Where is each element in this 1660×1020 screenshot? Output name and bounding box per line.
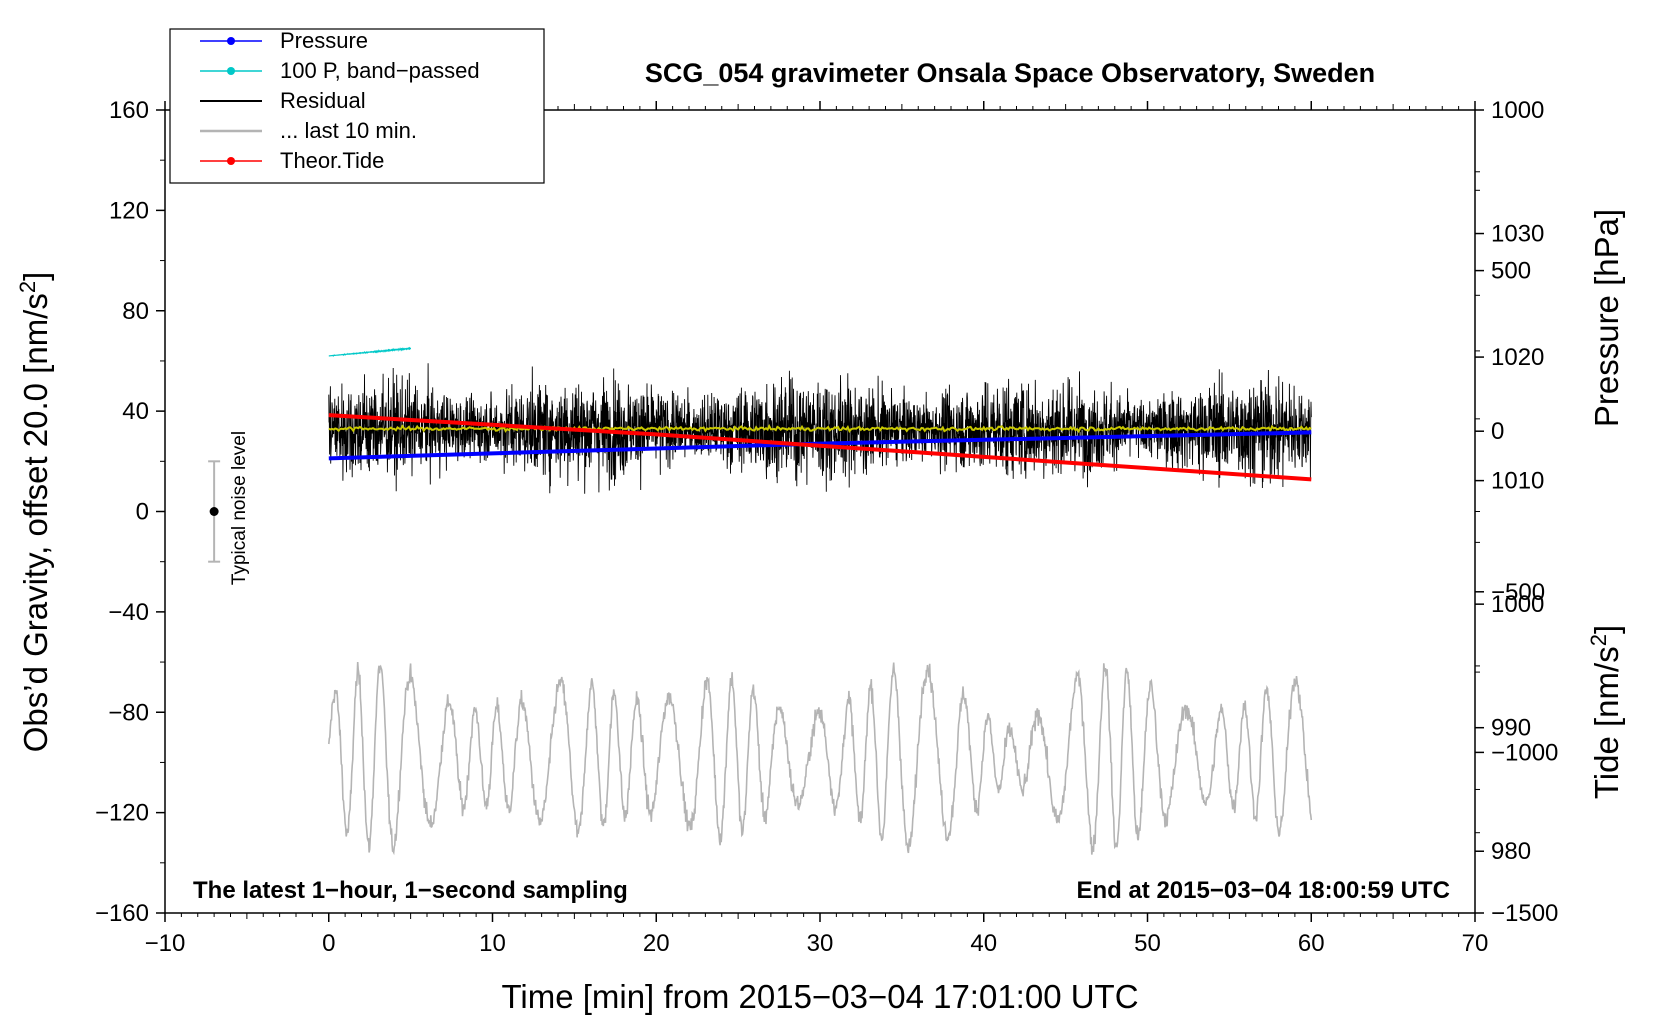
annotation-sampling: The latest 1−hour, 1−second sampling: [193, 877, 628, 904]
x-axis-title: Time [min] from 2015−03−04 17:01:00 UTC: [501, 978, 1138, 1015]
tide-tick-label-3: 0: [1491, 418, 1504, 445]
x-tick-label-2: 10: [479, 930, 506, 957]
x-tick-label-3: 20: [643, 930, 670, 957]
series-layer: [328, 346, 1313, 856]
chart-title: SCG_054 gravimeter Onsala Space Observat…: [645, 58, 1375, 88]
noise-level-indicator: [208, 460, 221, 563]
y-axis-title-pressure: Pressure [hPa]: [1588, 209, 1625, 427]
y-tick-label-0: −160: [95, 900, 149, 927]
series-theoretical-tide: [328, 413, 1312, 482]
legend-marker-4: [227, 157, 235, 165]
pressure-tick-label-1: 990: [1491, 715, 1531, 742]
legend-marker-1: [227, 67, 235, 75]
tide-tick-label-1: −1000: [1491, 739, 1558, 766]
x-tick-label-7: 60: [1298, 930, 1325, 957]
series-band-passed-pressure: [328, 346, 412, 357]
series-pressure: [328, 430, 1312, 461]
x-tick-label-1: 0: [322, 930, 335, 957]
noise-level-label: Typical noise level: [229, 431, 250, 585]
legend-label-4: Theor.Tide: [280, 148, 384, 173]
tide-tick-label-2: −500: [1491, 579, 1545, 606]
pressure-tick-label-3: 1010: [1491, 468, 1544, 495]
annotation-end-time: End at 2015−03−04 18:00:59 UTC: [1076, 877, 1450, 904]
x-tick-label-5: 40: [970, 930, 997, 957]
series-last-10-min: [328, 661, 1313, 856]
y-tick-label-6: 80: [122, 298, 149, 325]
x-tick-label-8: 70: [1462, 930, 1489, 957]
series-residual-mean: [328, 423, 1312, 434]
ticks-layer: −10 0 10 20 30 40 50 60 70−160−120−80−4004080120…: [95, 97, 1558, 957]
y-tick-label-7: 120: [109, 197, 149, 224]
y-tick-label-5: 40: [122, 398, 149, 425]
legend-marker-0: [227, 37, 235, 45]
y-axis-title-tide-sup: 2: [1586, 634, 1611, 646]
noise-bar-center-dot: [209, 507, 219, 516]
legend-label-3: ... last 10 min.: [280, 118, 417, 143]
y-tick-label-4: 0: [136, 499, 149, 526]
legend: Pressure 100 P, band−passed Residual ... la…: [169, 28, 545, 184]
y-tick-label-2: −80: [108, 699, 149, 726]
legend-label-2: Residual: [280, 88, 366, 113]
x-tick-label-4: 30: [807, 930, 834, 957]
y-axis-title-tide: Tide [nm/s2]: [1586, 625, 1625, 799]
y-tick-label-1: −120: [95, 800, 149, 827]
pressure-tick-label-4: 1020: [1491, 344, 1544, 371]
legend-label-1: 100 P, band−passed: [280, 58, 480, 83]
tide-tick-label-0: −1500: [1491, 900, 1558, 927]
y-axis-title-main-sup: 2: [15, 281, 40, 293]
y-axis-title-main: Obs’d Gravity, offset 20.0 [nm/s2]: [15, 272, 54, 753]
pressure-tick-label-0: 980: [1491, 838, 1531, 865]
legend-label-0: Pressure: [280, 28, 368, 53]
series-residual: [328, 363, 1312, 494]
tide-tick-label-4: 500: [1491, 258, 1531, 285]
y-tick-label-3: −40: [108, 599, 149, 626]
y-tick-label-8: 160: [109, 97, 149, 124]
tide-tick-label-5: 1000: [1491, 97, 1544, 124]
plot-frame: [164, 109, 1476, 914]
pressure-tick-label-5: 1030: [1491, 221, 1544, 248]
x-tick-label-0: −10: [145, 930, 186, 957]
pressure-tick-label-2: 1000: [1491, 591, 1544, 618]
x-tick-label-6: 50: [1134, 930, 1161, 957]
